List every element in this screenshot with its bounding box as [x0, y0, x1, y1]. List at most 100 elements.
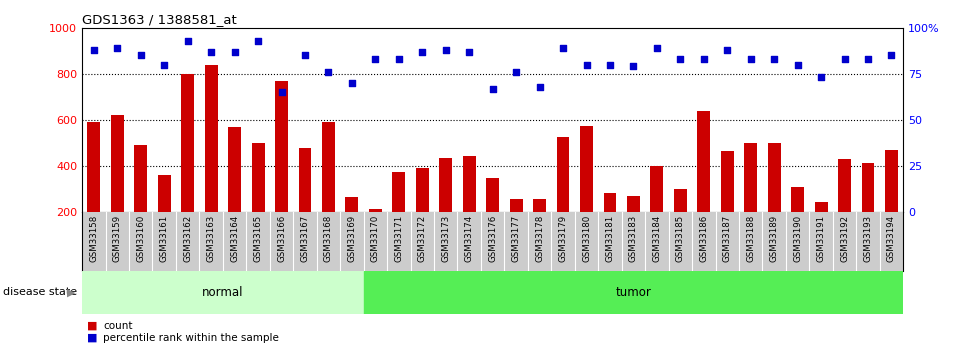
Text: GSM33188: GSM33188 — [746, 215, 755, 262]
Text: GSM33162: GSM33162 — [184, 215, 192, 262]
Bar — [205, 65, 217, 212]
Point — [462, 49, 477, 55]
Bar — [111, 115, 124, 212]
Point — [813, 75, 829, 80]
Point — [602, 62, 617, 67]
Text: GDS1363 / 1388581_at: GDS1363 / 1388581_at — [82, 13, 237, 27]
Bar — [134, 145, 147, 212]
Text: GSM33177: GSM33177 — [512, 215, 521, 262]
Bar — [791, 187, 804, 212]
Bar — [182, 74, 194, 212]
Text: GSM33170: GSM33170 — [371, 215, 380, 262]
Text: normal: normal — [202, 286, 243, 299]
Bar — [744, 143, 757, 212]
Bar — [650, 166, 664, 212]
Text: GSM33191: GSM33191 — [816, 215, 826, 262]
Point — [720, 47, 735, 52]
Bar — [556, 137, 570, 212]
Point — [391, 56, 407, 62]
Bar — [298, 148, 311, 212]
Bar — [697, 111, 710, 212]
Bar — [251, 143, 265, 212]
Text: GSM33181: GSM33181 — [606, 215, 614, 262]
Text: GSM33176: GSM33176 — [488, 215, 497, 262]
Point — [273, 89, 289, 95]
Point — [133, 52, 149, 58]
Bar — [604, 193, 616, 212]
Text: GSM33163: GSM33163 — [207, 215, 215, 262]
Point — [250, 38, 266, 43]
Bar — [533, 199, 546, 212]
Text: count: count — [103, 321, 133, 331]
Text: GSM33166: GSM33166 — [277, 215, 286, 262]
Point — [438, 47, 453, 52]
Text: GSM33189: GSM33189 — [770, 215, 779, 262]
Bar — [838, 159, 851, 212]
Point — [626, 63, 641, 69]
Point — [532, 84, 548, 89]
Point — [884, 52, 899, 58]
Text: GSM33192: GSM33192 — [840, 215, 849, 262]
Bar — [862, 162, 874, 212]
Bar — [415, 168, 429, 212]
Point — [555, 45, 571, 51]
Point — [156, 62, 172, 67]
Point — [579, 62, 594, 67]
Text: GSM33185: GSM33185 — [676, 215, 685, 262]
Text: GSM33161: GSM33161 — [159, 215, 169, 262]
Text: disease state: disease state — [3, 287, 77, 297]
Bar — [674, 189, 687, 212]
Bar — [346, 197, 358, 212]
Point — [508, 69, 524, 75]
Text: GSM33168: GSM33168 — [324, 215, 333, 262]
Text: tumor: tumor — [615, 286, 651, 299]
Bar — [510, 199, 523, 212]
Point — [696, 56, 712, 62]
Text: GSM33164: GSM33164 — [230, 215, 240, 262]
Bar — [814, 202, 828, 212]
Bar — [627, 196, 639, 212]
Point — [321, 69, 336, 75]
Bar — [463, 156, 475, 212]
Point — [180, 38, 195, 43]
Bar — [486, 178, 499, 212]
Text: GSM33160: GSM33160 — [136, 215, 145, 262]
Bar — [392, 172, 406, 212]
Text: GSM33187: GSM33187 — [723, 215, 732, 262]
Point — [204, 49, 219, 55]
Bar — [157, 175, 171, 212]
Bar — [580, 126, 593, 212]
Point — [743, 56, 758, 62]
Text: GSM33183: GSM33183 — [629, 215, 638, 262]
Text: ▶: ▶ — [67, 287, 75, 297]
Point — [86, 47, 101, 52]
Point — [298, 52, 313, 58]
Text: GSM33174: GSM33174 — [465, 215, 473, 262]
Point — [790, 62, 806, 67]
Text: GSM33165: GSM33165 — [253, 215, 263, 262]
Bar — [228, 127, 242, 212]
Text: GSM33179: GSM33179 — [558, 215, 568, 262]
Point — [766, 56, 781, 62]
Text: GSM33159: GSM33159 — [113, 215, 122, 262]
Text: GSM33158: GSM33158 — [89, 215, 99, 262]
Point — [649, 45, 665, 51]
Text: GSM33172: GSM33172 — [417, 215, 427, 262]
Text: percentile rank within the sample: percentile rank within the sample — [103, 333, 279, 343]
Text: GSM33184: GSM33184 — [652, 215, 662, 262]
Bar — [885, 150, 898, 212]
Bar — [721, 151, 734, 212]
Bar — [369, 209, 382, 212]
Point — [672, 56, 688, 62]
Text: GSM33180: GSM33180 — [582, 215, 591, 262]
Bar — [322, 122, 335, 212]
Bar — [440, 158, 452, 212]
Text: GSM33171: GSM33171 — [394, 215, 404, 262]
Point — [861, 56, 876, 62]
Point — [109, 45, 125, 51]
Text: GSM33193: GSM33193 — [864, 215, 872, 262]
Bar — [82, 271, 363, 314]
Text: GSM33167: GSM33167 — [300, 215, 309, 262]
Text: ■: ■ — [87, 321, 98, 331]
Point — [227, 49, 242, 55]
